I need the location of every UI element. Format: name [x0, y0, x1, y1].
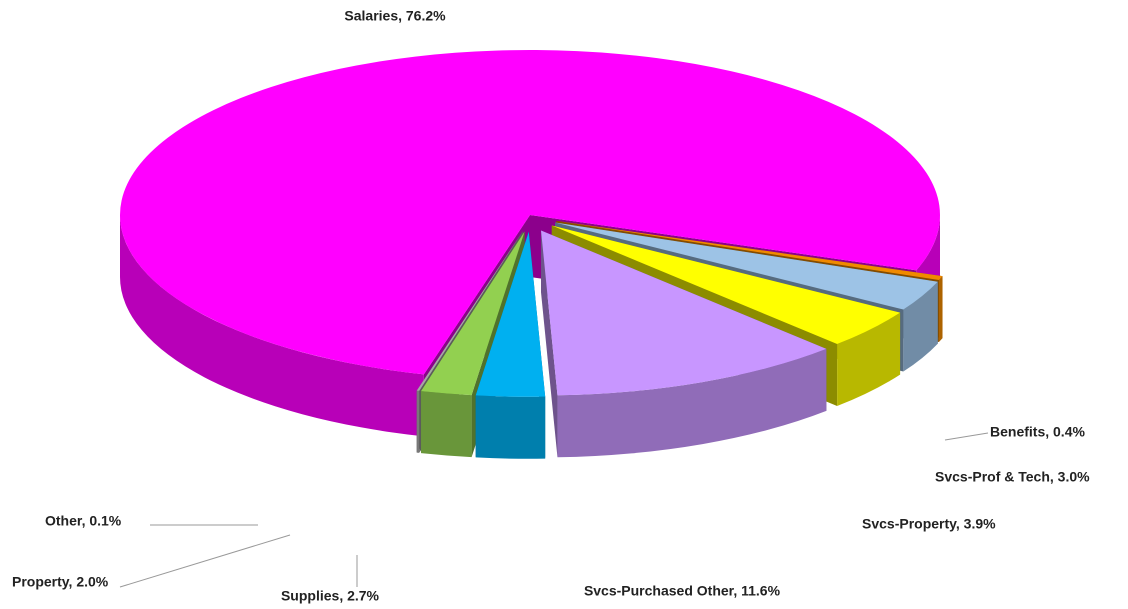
leader-line [944, 432, 989, 441]
data-label: Salaries, 76.2% [344, 8, 446, 24]
slice-side [120, 215, 424, 437]
slice-side [416, 390, 420, 453]
slice [416, 231, 523, 391]
slice [556, 220, 943, 281]
slice [555, 222, 938, 310]
slice-side [421, 391, 472, 458]
slice [119, 49, 941, 375]
data-label: Svcs-Prof & Tech, 3.0% [935, 469, 1090, 485]
slice-side [938, 276, 943, 343]
data-label: Property, 2.0% [12, 574, 109, 590]
data-label: Svcs-Property, 3.9% [862, 516, 996, 532]
slice [421, 231, 525, 396]
data-label: Benefits, 0.4% [990, 424, 1085, 440]
slice-side [903, 281, 938, 372]
data-label: Supplies, 2.7% [281, 588, 380, 604]
slice-side [837, 312, 901, 407]
data-label: Other, 0.1% [45, 513, 122, 529]
slice-wall [541, 230, 558, 458]
leader-line [119, 534, 291, 588]
slice [541, 230, 827, 396]
slice-side [475, 395, 546, 459]
slice-side [557, 348, 827, 458]
slice [551, 225, 901, 345]
slice [475, 231, 546, 397]
data-label: Svcs-Purchased Other, 11.6% [584, 583, 781, 599]
